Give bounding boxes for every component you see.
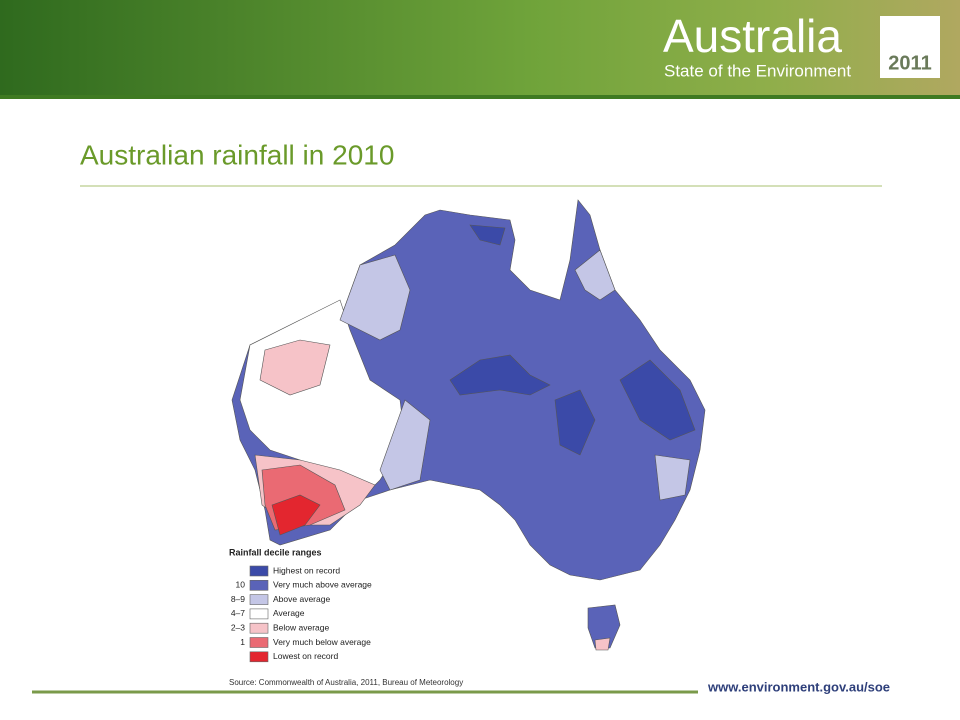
map-legend: Rainfall decile ranges Highest on record…: [229, 547, 372, 663]
legend-decile: 1: [240, 637, 245, 647]
year: 2011: [888, 52, 931, 74]
lowest-region: [271, 494, 321, 536]
legend-swatch: [249, 622, 269, 634]
legend-swatch: [249, 651, 269, 663]
legend-label: Below average: [273, 622, 330, 632]
legend-title: Rainfall decile ranges: [229, 547, 322, 557]
tasmania: [587, 604, 621, 649]
above-average-region: [339, 249, 691, 501]
legend-swatch: [249, 637, 269, 648]
legend-swatch: [249, 579, 269, 591]
source-note: Source: Commonwealth of Australia, 2011,…: [229, 678, 463, 687]
legend-label: Highest on record: [273, 565, 340, 575]
legend-label: Average: [273, 608, 305, 618]
legend-decile: 4–7: [231, 608, 245, 618]
tasmania-below: [594, 637, 611, 651]
legend-decile: 10: [236, 580, 246, 590]
legend-decile: 8–9: [231, 594, 245, 604]
legend-swatch: [249, 565, 269, 577]
header-bar: [0, 0, 960, 97]
header-rule: [0, 95, 960, 99]
legend-swatch: [249, 608, 269, 620]
legend-decile: 2–3: [231, 622, 245, 632]
year-box: [880, 16, 940, 78]
footer-url: www.environment.gov.au/soe: [707, 679, 890, 694]
legend-label: Above average: [273, 594, 330, 604]
legend-label: Very much below average: [273, 637, 371, 647]
legend-label: Lowest on record: [273, 651, 338, 661]
brand: Australia: [663, 10, 842, 62]
highest-region: [449, 224, 696, 456]
brand-subtitle: State of the Environment: [664, 61, 851, 80]
legend-swatch: [249, 594, 269, 605]
legend-label: Very much above average: [273, 580, 372, 590]
slide-title: Australian rainfall in 2010: [80, 139, 394, 170]
rainfall-map: [231, 199, 706, 651]
